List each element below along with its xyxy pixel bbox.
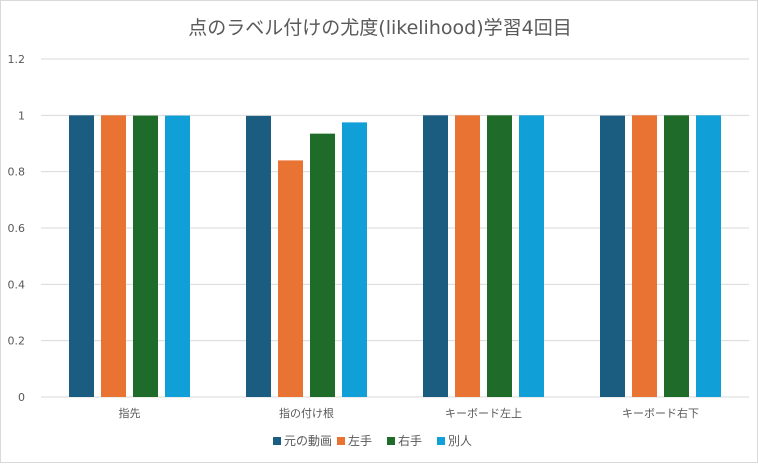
bar-1-0[interactable] [246,115,271,397]
y-tick-label: 0.2 [8,335,26,348]
bar-3-3[interactable] [696,115,721,397]
bar-2-1[interactable] [455,115,480,397]
legend-swatch [337,437,345,445]
legend-label: 右手 [398,433,422,448]
x-tick-label: 指先 [119,406,141,420]
chart-title: 点のラベル付けの尤度(likelihood)学習4回目 [188,17,571,39]
bar-3-0[interactable] [600,115,625,398]
legend-label: 別人 [448,434,472,448]
y-tick-label: 0.6 [8,222,26,235]
bar-2-0[interactable] [423,115,448,397]
bar-2-2[interactable] [487,115,512,397]
x-tick-label: キーボード左上 [445,407,522,420]
legend-swatch [387,437,395,445]
bar-2-3[interactable] [519,115,544,397]
legend-label: 左手 [348,433,372,448]
y-tick-label: 0.4 [8,278,26,291]
legend-label: 元の動画 [284,434,332,448]
bar-0-2[interactable] [133,115,158,398]
bar-3-1[interactable] [632,115,657,397]
bar-3-2[interactable] [664,115,689,397]
y-tick-label: 0 [18,391,25,404]
y-tick-label: 1.2 [8,53,26,66]
bar-0-1[interactable] [101,115,126,397]
x-tick-label: キーボード右下 [622,406,699,420]
legend-swatch [437,437,445,445]
bar-1-3[interactable] [342,122,367,397]
legend-swatch [273,437,281,445]
x-tick-label: 指の付け根 [279,406,334,420]
bar-0-0[interactable] [69,115,94,397]
bar-0-3[interactable] [165,115,190,398]
bar-1-1[interactable] [278,160,303,397]
y-tick-label: 0.8 [8,166,26,179]
y-tick-label: 1 [18,109,25,122]
bar-1-2[interactable] [310,133,335,397]
